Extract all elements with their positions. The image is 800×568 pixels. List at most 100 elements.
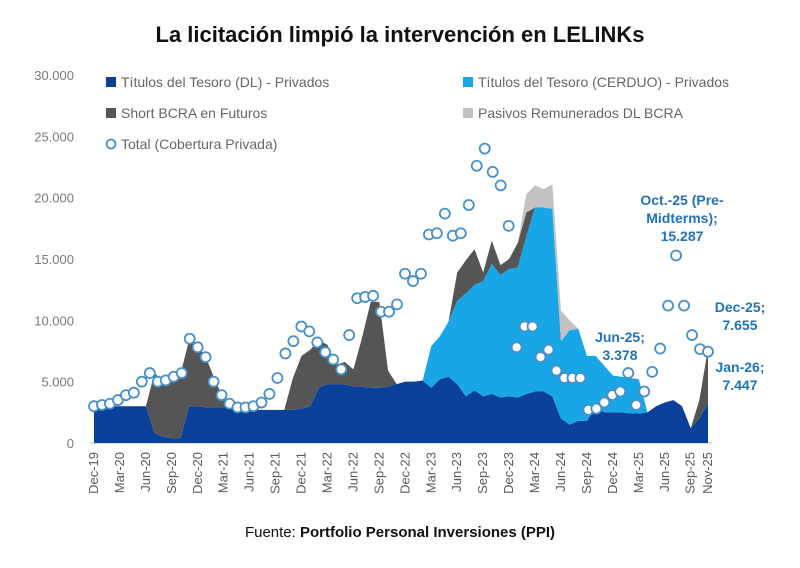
total-marker — [638, 385, 651, 398]
area-dl — [94, 376, 708, 443]
x-tick-label: Jun-23 — [449, 452, 464, 492]
chart-title: La licitación limpió la intervención en … — [155, 22, 645, 47]
legend-swatch-dl — [106, 77, 116, 87]
total-marker — [438, 207, 451, 220]
total-marker — [199, 351, 212, 364]
x-tick-label: Dec-24 — [605, 452, 620, 494]
y-tick-label: 5.000 — [41, 375, 74, 390]
y-tick-label: 15.000 — [34, 252, 74, 267]
x-tick-label: Jun-25 — [657, 452, 672, 492]
x-tick-label: Sep-22 — [371, 452, 386, 494]
y-tick-label: 0 — [67, 436, 74, 451]
total-marker — [415, 267, 427, 280]
total-marker — [343, 329, 356, 341]
total-marker — [526, 320, 539, 333]
total-marker — [702, 345, 714, 358]
annotation-label: Jun-25; — [595, 329, 645, 345]
x-tick-label: Mar-22 — [319, 452, 334, 493]
area-cerduo — [94, 207, 708, 439]
y-tick-label: 10.000 — [34, 313, 74, 328]
total-marker — [646, 365, 659, 378]
total-marker — [590, 402, 603, 415]
total-marker — [303, 325, 316, 338]
legend: Títulos del Tesoro (DL) - Privados Título… — [105, 74, 729, 152]
total-marker — [454, 227, 467, 240]
x-tick-label: Dec-20 — [190, 452, 205, 494]
x-tick-label: Sep-21 — [268, 452, 283, 494]
annotation-label: 7.447 — [722, 377, 757, 393]
total-marker — [391, 298, 403, 311]
annotation-label: 15.287 — [661, 228, 704, 244]
y-tick-label: 20.000 — [34, 191, 74, 206]
annotation-label: Dec-25; — [715, 299, 766, 315]
legend-label-total: Total (Cobertura Privada) — [121, 136, 277, 152]
x-tick-label: Dec-23 — [501, 452, 516, 494]
total-marker — [486, 166, 499, 178]
x-tick-label: Jun-22 — [345, 452, 360, 492]
total-marker — [135, 375, 148, 388]
legend-label-cerduo: Títulos del Tesoro (CERDUO) - Privados — [478, 74, 729, 90]
annotation-label: Oct.-25 (Pre- — [640, 192, 724, 208]
total-marker — [335, 363, 348, 376]
x-tick-label: Sep-20 — [164, 452, 179, 494]
annotation-label: Midterms); — [646, 210, 718, 226]
x-tick-labels: Dec-19 Mar-20 Jun-20 Sep-20 Dec-20 Mar-21 Jun-… — [86, 452, 715, 494]
total-marker — [550, 364, 563, 377]
total-marker — [654, 342, 667, 355]
x-tick-label: Mar-25 — [631, 452, 646, 493]
legend-swatch-cerduo — [463, 77, 473, 87]
total-marker — [494, 179, 507, 192]
legend-swatch-pasivos — [463, 108, 473, 118]
x-tick-label: Sep-23 — [475, 452, 490, 494]
total-marker — [255, 396, 268, 409]
total-marker — [383, 305, 395, 318]
y-tick-label: 25.000 — [34, 129, 74, 144]
x-tick-label: Dec-22 — [397, 452, 412, 494]
x-tick-label: Mar-24 — [527, 452, 542, 493]
total-marker — [319, 346, 332, 359]
x-tick-label: Nov-25 — [700, 452, 715, 494]
legend-swatch-short — [106, 108, 116, 118]
x-tick-label: Sep-25 — [683, 452, 698, 494]
x-tick-label: Dec-21 — [294, 452, 309, 494]
source-note: Fuente: Portfolio Personal Inversiones (… — [0, 524, 800, 541]
area-layers — [94, 184, 708, 443]
x-tick-label: Mar-21 — [216, 452, 231, 493]
total-marker — [510, 341, 523, 354]
total-marker — [263, 388, 276, 400]
total-marker — [367, 289, 379, 302]
total-marker — [127, 386, 140, 399]
total-marker — [574, 372, 587, 384]
total-marker — [175, 367, 188, 379]
total-marker — [598, 396, 611, 409]
x-tick-label: Jun-21 — [242, 452, 257, 492]
total-marker — [534, 351, 547, 364]
annotation-label: 7.655 — [722, 317, 757, 333]
total-marker — [287, 335, 300, 348]
total-marker — [678, 299, 690, 312]
total-marker — [143, 367, 156, 379]
total-marker — [430, 227, 443, 240]
legend-label-short: Short BCRA en Futuros — [121, 105, 267, 121]
legend-label-pasivos: Pasivos Remunerados DL BCRA — [478, 105, 684, 121]
total-markers — [88, 142, 714, 416]
x-tick-label: Jun-24 — [553, 452, 568, 492]
total-marker — [542, 343, 555, 356]
legend-marker-total — [105, 138, 117, 150]
source-name: Portfolio Personal Inversiones (PPI) — [299, 524, 556, 541]
total-marker — [183, 332, 196, 345]
total-marker — [407, 275, 419, 287]
x-tick-label: Dec-19 — [86, 452, 101, 494]
annotations: Oct.-25 (Pre- Midterms); 15.287 Jun-25; 3.37… — [595, 192, 765, 393]
x-tick-label: Mar-20 — [112, 452, 127, 493]
total-marker — [622, 367, 635, 379]
total-marker — [311, 336, 324, 349]
total-marker — [207, 375, 220, 388]
total-marker — [630, 399, 643, 411]
y-tick-label: 30.000 — [34, 68, 74, 83]
total-marker — [271, 372, 284, 384]
x-tick-label: Sep-24 — [579, 452, 594, 494]
total-marker — [502, 219, 515, 232]
total-marker — [327, 353, 340, 366]
